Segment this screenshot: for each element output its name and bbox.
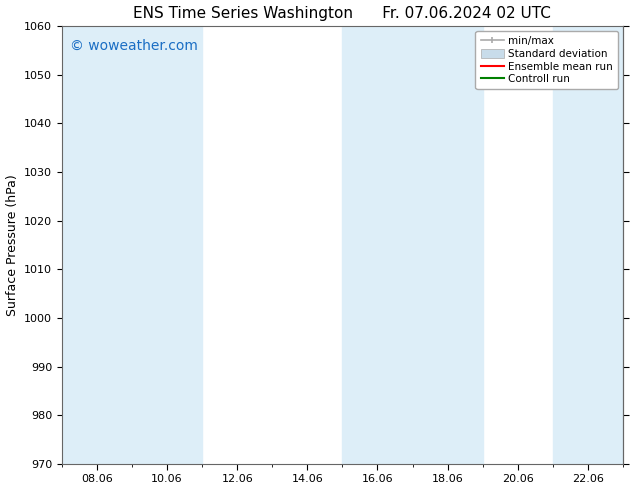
Bar [413, 26, 482, 464]
Text: © woweather.com: © woweather.com [70, 39, 198, 53]
Bar [553, 26, 623, 464]
Title: ENS Time Series Washington      Fr. 07.06.2024 02 UTC: ENS Time Series Washington Fr. 07.06.202… [134, 5, 552, 21]
Bar [132, 26, 202, 464]
Legend: min/max, Standard deviation, Ensemble mean run, Controll run: min/max, Standard deviation, Ensemble me… [476, 31, 618, 89]
Bar [62, 26, 132, 464]
Y-axis label: Surface Pressure (hPa): Surface Pressure (hPa) [6, 174, 18, 316]
Bar [342, 26, 413, 464]
